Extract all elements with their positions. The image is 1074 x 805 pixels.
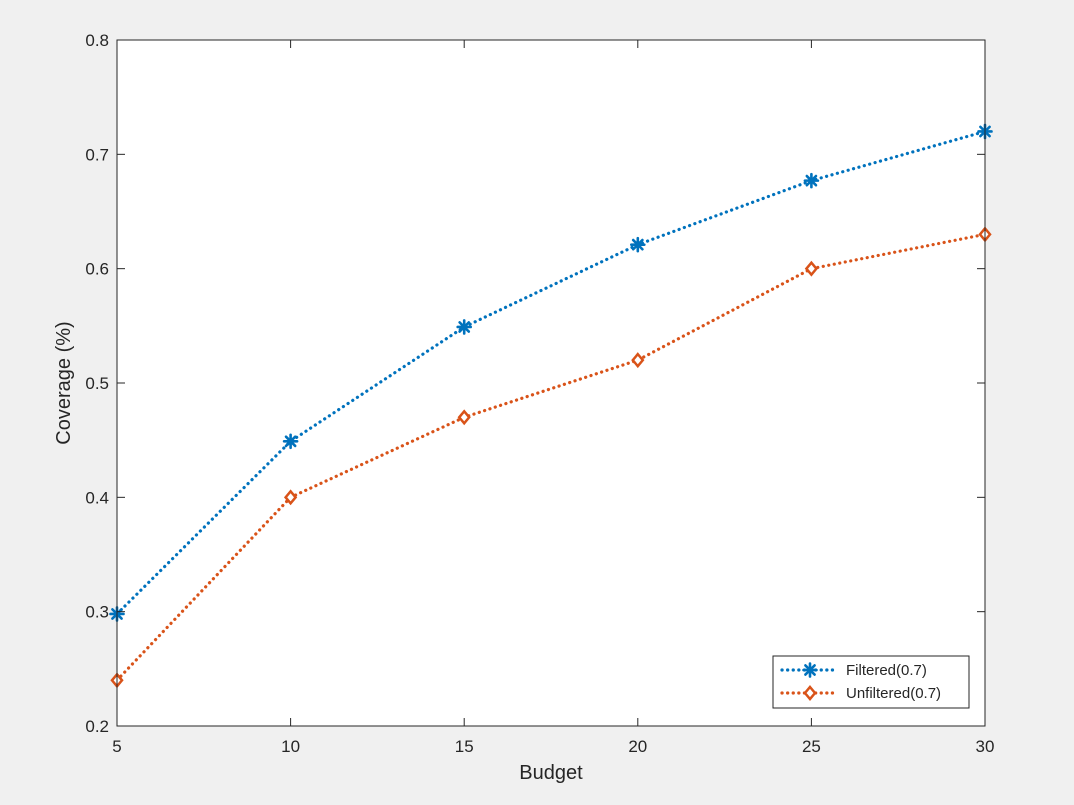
asterisk-core	[287, 438, 294, 445]
asterisk-core	[808, 177, 815, 184]
data-point	[803, 172, 820, 189]
x-tick-label: 20	[628, 737, 647, 756]
data-point	[283, 489, 298, 506]
legend: Filtered(0.7) Unfiltered(0.7)	[772, 655, 970, 709]
legend-marker	[803, 685, 817, 701]
data-point	[282, 433, 299, 450]
y-axis-title: Coverage (%)	[53, 321, 75, 444]
series-unfiltered	[110, 226, 992, 689]
legend-marker	[802, 662, 818, 678]
x-tick-label: 10	[281, 737, 300, 756]
y-tick-label: 0.5	[85, 374, 109, 393]
x-tick-label: 15	[455, 737, 474, 756]
y-tick-label: 0.3	[85, 603, 109, 622]
x-tick-label: 30	[976, 737, 995, 756]
series-line	[115, 232, 987, 682]
legend-item: Unfiltered(0.7)	[780, 685, 941, 702]
y-tick-label: 0.8	[85, 31, 109, 50]
asterisk-core	[806, 666, 814, 674]
legend-item: Filtered(0.7)	[780, 662, 927, 679]
data-point	[631, 352, 645, 369]
data-point	[629, 236, 646, 253]
series-layer	[109, 123, 993, 689]
y-tick-label: 0.6	[85, 260, 109, 279]
x-tick-label: 5	[112, 737, 121, 756]
axes-layer: 5 10 15 20 25 30 0.2 0.3 0.4 0.5 0.6 0.7 0.8	[85, 31, 994, 756]
data-point	[456, 319, 473, 335]
x-tick-label: 25	[802, 737, 821, 756]
series-line	[115, 129, 987, 616]
x-axis-title: Budget	[519, 762, 583, 784]
asterisk-core	[634, 241, 641, 248]
plot-area	[117, 40, 985, 726]
y-tick-label: 0.4	[85, 488, 109, 507]
legend-label: Unfiltered(0.7)	[846, 685, 941, 702]
legend-label: Filtered(0.7)	[846, 662, 927, 679]
asterisk-core	[461, 323, 468, 331]
data-point	[457, 409, 471, 426]
y-tick-label: 0.2	[85, 717, 109, 736]
y-tick-label: 0.7	[85, 145, 109, 164]
data-point	[804, 260, 819, 277]
series-filtered	[109, 123, 993, 622]
